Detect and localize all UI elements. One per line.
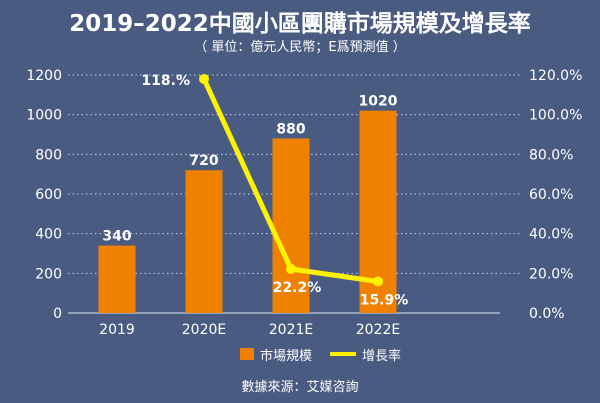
left-axis-tick-label: 1000 <box>26 108 62 124</box>
bar-value-label: 340 <box>102 229 131 245</box>
data-source: 數據來源：艾媒咨詢 <box>241 380 359 395</box>
right-axis-tick-label: 20.0% <box>529 266 573 282</box>
legend-line-swatch <box>330 352 357 356</box>
left-axis-tick-label: 200 <box>35 266 62 282</box>
bar-2019 <box>98 245 136 313</box>
legend-line-label: 增長率 <box>362 348 402 364</box>
x-axis-tick-label: 2019 <box>99 322 135 338</box>
left-axis-tick-label: 0 <box>53 306 62 322</box>
growth-rate-point <box>373 276 383 287</box>
bar-value-label: 1020 <box>359 94 398 110</box>
bar-value-label: 720 <box>189 153 218 169</box>
growth-rate-label: 15.9% <box>360 292 409 308</box>
right-axis-tick-label: 0.0% <box>529 306 565 322</box>
right-axis-tick-label: 80.0% <box>529 147 573 163</box>
bar-value-label: 880 <box>276 121 305 137</box>
right-axis-tick-label: 40.0% <box>529 227 573 243</box>
x-axis-tick-label: 2020E <box>182 322 226 338</box>
legend-bar-label: 市場規模 <box>260 348 313 364</box>
growth-rate-label: 22.2% <box>273 280 322 296</box>
legend-item-growth-rate: 增長率 <box>330 345 401 364</box>
right-axis-tick-label: 100.0% <box>529 108 582 124</box>
chart-title: 2019–2022中國小區團購市場規模及增長率 <box>69 11 531 37</box>
left-axis-tick-label: 1200 <box>26 68 62 84</box>
left-axis-tick-label: 800 <box>35 147 62 163</box>
right-axis-tick-label: 120.0% <box>529 68 582 84</box>
growth-rate-label: 118.% <box>141 73 190 89</box>
left-axis-tick-label: 400 <box>35 227 62 243</box>
legend-bar-swatch <box>240 348 254 360</box>
right-axis-tick-label: 60.0% <box>529 187 573 203</box>
chart-legend: 市場規模 增長率 <box>240 345 401 364</box>
legend-item-market-size: 市場規模 <box>240 345 312 364</box>
x-axis-tick-label: 2022E <box>356 322 400 338</box>
chart-subtitle: （ 單位：億元人民幣；E爲預測值 ） <box>194 40 406 55</box>
bar-2020e <box>185 170 223 313</box>
growth-rate-point <box>199 73 209 84</box>
bar-2021e <box>272 138 310 313</box>
growth-rate-point <box>286 263 296 274</box>
left-axis-tick-label: 600 <box>35 187 62 203</box>
x-axis-tick-label: 2021E <box>269 322 313 338</box>
